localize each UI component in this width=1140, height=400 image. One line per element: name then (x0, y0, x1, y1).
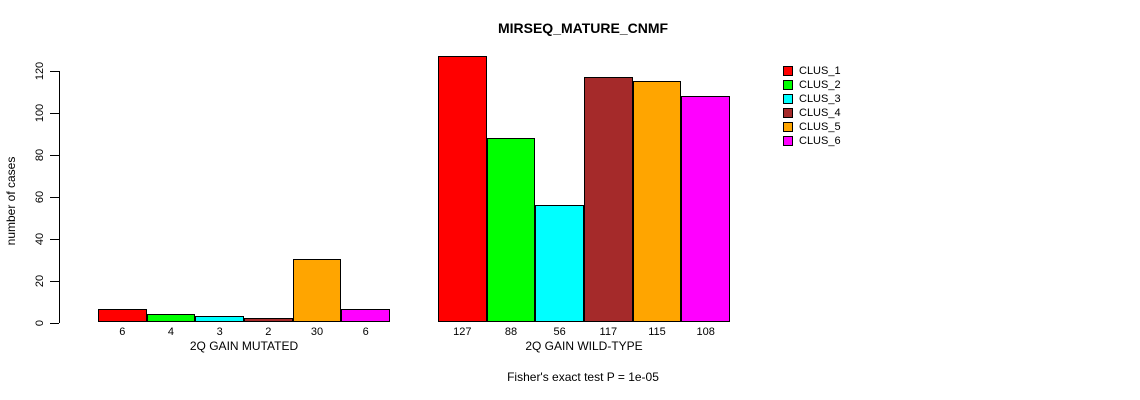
x-axis-group-label: 2Q GAIN MUTATED (189, 339, 299, 353)
legend-item-label: CLUS_6 (799, 135, 841, 147)
y-axis-tick (50, 322, 59, 324)
y-axis-tick-label: 100 (34, 104, 46, 123)
bar-clus_1 (98, 309, 147, 322)
y-axis-tick-label: 60 (34, 190, 46, 204)
bar-clus_2 (146, 313, 196, 322)
bar-value-label: 2 (265, 326, 272, 338)
y-axis-tick (50, 280, 59, 282)
bar-value-label: 115 (648, 326, 666, 338)
bar-clus_5 (292, 259, 342, 322)
bar-clus_5 (632, 81, 682, 322)
y-axis-tick-label: 20 (34, 274, 46, 287)
y-axis-tick-label: 80 (34, 149, 46, 162)
bar-clus_3 (195, 315, 244, 322)
legend-item-label: CLUS_5 (799, 121, 841, 133)
x-axis-group-label: 2Q GAIN WILD-TYPE (525, 339, 643, 353)
legend-item-label: CLUS_3 (799, 93, 841, 105)
legend-item-label: CLUS_1 (799, 65, 841, 77)
bar-value-label: 30 (310, 326, 324, 338)
bar-value-label: 88 (504, 326, 518, 338)
chart-title: MIRSEQ_MATURE_CNMF (497, 20, 669, 36)
bar-clus_6 (681, 96, 730, 322)
legend-item-label: CLUS_4 (799, 107, 841, 119)
legend-item-label: CLUS_2 (799, 79, 841, 91)
bar-value-label: 108 (696, 326, 715, 338)
legend-item: CLUS_6 (783, 134, 841, 148)
legend-color-swatch (783, 108, 793, 118)
bar-clus_2 (486, 137, 536, 322)
y-axis-tick (50, 113, 59, 115)
legend: CLUS_1 CLUS_2 CLUS_3 CLUS_4 CLUS_5 CLUS_6 (783, 64, 841, 148)
legend-item: CLUS_3 (783, 92, 841, 106)
bar-value-label: 56 (553, 326, 566, 338)
bar-value-label: 117 (599, 326, 618, 338)
y-axis-tick (50, 238, 59, 240)
y-axis-tick-label: 0 (34, 319, 46, 326)
y-axis-label: number of cases (4, 156, 18, 246)
y-axis-tick-label: 120 (34, 62, 46, 81)
bar-value-label: 127 (453, 326, 472, 338)
bar-value-label: 6 (119, 326, 126, 338)
legend-item: CLUS_2 (783, 78, 841, 92)
legend-color-swatch (783, 122, 793, 132)
y-axis-line (59, 71, 60, 323)
bar-clus_4 (244, 317, 293, 322)
legend-item: CLUS_1 (783, 64, 841, 78)
legend-item: CLUS_5 (783, 120, 841, 134)
bar-value-label: 3 (216, 326, 223, 338)
y-axis-tick (50, 71, 59, 73)
legend-color-swatch (783, 80, 793, 90)
y-axis-tick (50, 196, 59, 198)
legend-color-swatch (783, 94, 793, 104)
bar-clus_6 (341, 309, 390, 322)
annotation-text: Fisher's exact test P = 1e-05 (507, 370, 659, 384)
bar-value-label: 6 (362, 326, 369, 338)
bar-clus_3 (535, 204, 584, 322)
y-axis-tick-label: 40 (34, 232, 46, 245)
bar-clus_1 (438, 56, 487, 322)
legend-color-swatch (783, 136, 793, 146)
legend-color-swatch (783, 66, 793, 76)
bar-value-label: 4 (167, 326, 175, 338)
bar-clus_4 (584, 77, 633, 322)
legend-item: CLUS_4 (783, 106, 841, 120)
y-axis-tick (50, 155, 59, 157)
